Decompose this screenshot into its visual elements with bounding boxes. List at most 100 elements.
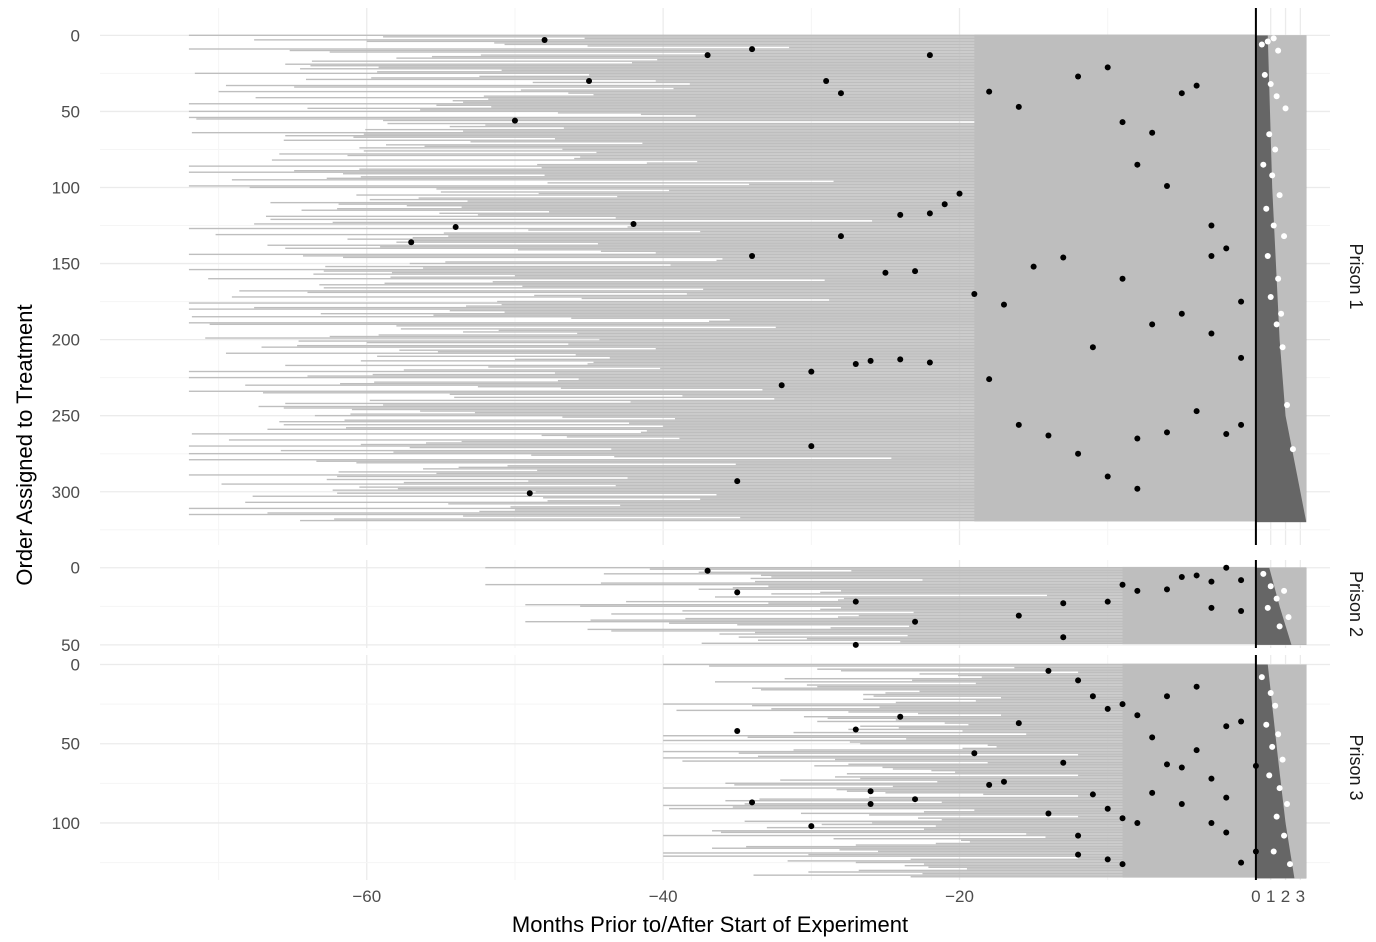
- event-point-pre: [526, 490, 533, 497]
- event-point-post: [1275, 47, 1282, 54]
- event-point-pre: [1163, 182, 1170, 189]
- pre-period-bar: [655, 252, 1256, 254]
- pre-period-bar: [554, 372, 1256, 374]
- pre-period-bar: [814, 765, 1256, 767]
- pre-period-bar: [488, 366, 1256, 368]
- event-point-post: [1284, 800, 1291, 807]
- pre-period-bar: [817, 668, 1256, 670]
- pre-period-bar: [752, 704, 1256, 707]
- pre-period-bar: [191, 433, 1256, 435]
- event-point-pre: [1223, 430, 1230, 437]
- pre-period-bar: [366, 341, 1256, 344]
- pre-period-bar: [188, 370, 1256, 373]
- event-point-pre: [1223, 245, 1230, 252]
- pre-period-bar: [663, 787, 1256, 789]
- event-point-post: [1258, 41, 1265, 48]
- pre-period-bar: [326, 177, 1256, 179]
- y-tick-label: 0: [71, 656, 80, 675]
- event-point-pre: [630, 221, 637, 228]
- event-point-pre: [1075, 832, 1082, 839]
- y-tick-label: 100: [52, 814, 80, 833]
- pre-period-bar: [574, 157, 1256, 160]
- pre-period-bar: [436, 188, 1256, 190]
- event-point-post: [1260, 161, 1267, 168]
- event-point-pre: [1208, 252, 1215, 259]
- pre-period-bar: [320, 313, 1256, 315]
- pre-period-bar: [393, 451, 1256, 453]
- pre-period-bar: [620, 504, 1256, 507]
- pre-period-bar: [860, 777, 1256, 780]
- pre-period-bar: [383, 404, 1256, 406]
- event-point-post: [1281, 832, 1288, 839]
- pre-period-bar: [701, 642, 1256, 644]
- pre-period-bar: [396, 57, 1256, 59]
- pre-period-bar: [838, 599, 1256, 601]
- pre-period-bar: [860, 725, 1256, 727]
- pre-period-bar: [858, 614, 1256, 617]
- pre-period-bar: [892, 785, 1256, 788]
- pre-period-bar: [895, 719, 1256, 721]
- pre-period-bar: [279, 421, 1256, 423]
- event-point-pre: [1193, 408, 1200, 415]
- event-point-pre: [1193, 747, 1200, 754]
- event-point-pre: [926, 210, 933, 217]
- pre-period-bar: [872, 822, 1256, 824]
- pre-period-bar: [892, 768, 1256, 770]
- pre-period-bar: [895, 701, 1256, 704]
- pre-period-bar: [571, 317, 1256, 319]
- pre-period-bar: [682, 395, 1256, 397]
- y-tick-label: 150: [52, 255, 80, 274]
- event-point-pre: [867, 357, 874, 364]
- pre-period-bar: [254, 223, 1256, 225]
- event-point-pre: [867, 800, 874, 807]
- pre-period-bar: [755, 631, 1256, 634]
- event-point-pre: [926, 52, 933, 59]
- pre-period-bar: [498, 329, 1256, 332]
- pre-period-bar: [968, 723, 1256, 726]
- pre-period-bar: [418, 197, 1256, 199]
- pre-period-bar: [587, 363, 1256, 365]
- event-point-pre: [1208, 604, 1215, 611]
- pre-period-bar: [423, 267, 1256, 269]
- pre-period-bar: [285, 364, 1256, 367]
- pre-period-bar: [411, 239, 1256, 242]
- pre-period-bar: [383, 119, 1256, 122]
- pre-period-bar: [760, 574, 1256, 577]
- event-point-pre: [1045, 667, 1052, 674]
- event-point-post: [1264, 252, 1271, 259]
- event-point-pre: [941, 201, 948, 208]
- pre-period-bar: [966, 868, 1256, 870]
- pre-period-bar: [479, 75, 1256, 78]
- pre-period-bar: [449, 125, 1256, 128]
- pre-period-bar: [531, 454, 1256, 456]
- pre-period-bar: [633, 224, 1256, 227]
- pre-period-bar: [412, 236, 1256, 239]
- pre-period-bar: [325, 265, 1256, 268]
- pre-period-bar: [363, 150, 1256, 152]
- y-tick-label: 50: [61, 735, 80, 754]
- pre-period-bar: [372, 373, 1256, 376]
- event-point-pre: [1060, 254, 1067, 261]
- panel-strip-label: Prison 1: [1346, 243, 1366, 309]
- pre-period-bar: [568, 92, 1256, 94]
- pre-period-bar: [420, 410, 1256, 412]
- pre-period-bar: [188, 268, 1256, 271]
- pre-period-bar: [969, 841, 1256, 843]
- pre-period-bar: [188, 376, 1256, 379]
- pre-period-bar: [860, 742, 1256, 745]
- event-point-pre: [1223, 829, 1230, 836]
- pre-period-bar: [409, 262, 1256, 265]
- event-point-pre: [1089, 344, 1096, 351]
- pre-period-bar: [589, 74, 1256, 76]
- event-point-pre: [1060, 600, 1067, 607]
- event-point-pre: [541, 36, 548, 43]
- pre-period-bar: [611, 630, 1256, 632]
- event-point-pre: [1163, 429, 1170, 436]
- pre-period-bar: [615, 217, 1256, 219]
- pre-period-bar: [663, 663, 1256, 666]
- pre-period-bar: [338, 471, 1256, 473]
- event-point-pre: [912, 796, 919, 803]
- pre-period-bar: [534, 294, 1256, 297]
- pre-period-bar: [738, 636, 1256, 638]
- pre-period-bar: [479, 510, 1256, 513]
